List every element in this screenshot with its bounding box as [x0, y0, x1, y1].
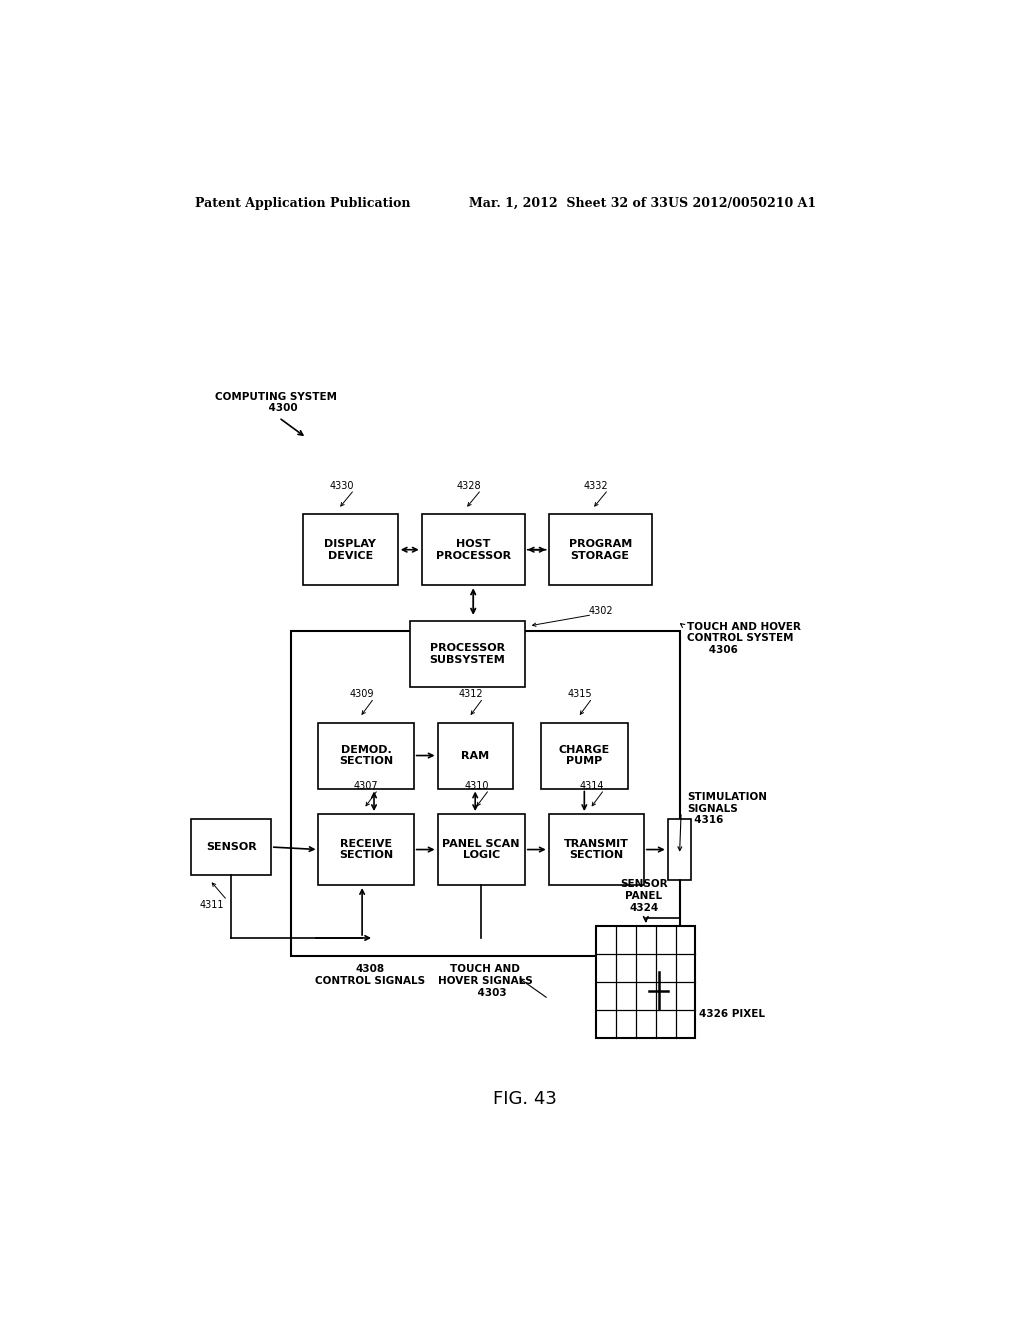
Text: PANEL SCAN
LOGIC: PANEL SCAN LOGIC [442, 838, 520, 861]
Bar [596, 925, 695, 1038]
Bar [303, 515, 397, 585]
Text: Mar. 1, 2012  Sheet 32 of 33: Mar. 1, 2012 Sheet 32 of 33 [469, 197, 668, 210]
Text: 4302: 4302 [588, 606, 613, 615]
Text: 4312: 4312 [459, 689, 483, 700]
Text: 4332: 4332 [584, 480, 608, 491]
Bar [191, 818, 270, 875]
Bar [549, 515, 652, 585]
Text: 4326 PIXEL: 4326 PIXEL [699, 1010, 765, 1019]
Text: HOST
PROCESSOR: HOST PROCESSOR [435, 539, 511, 561]
Text: RECEIVE
SECTION: RECEIVE SECTION [339, 838, 393, 861]
Text: TOUCH AND
HOVER SIGNALS
    4303: TOUCH AND HOVER SIGNALS 4303 [437, 965, 532, 998]
Text: 4314: 4314 [580, 780, 604, 791]
Text: 4308
CONTROL SIGNALS: 4308 CONTROL SIGNALS [315, 965, 425, 986]
Bar [318, 814, 414, 886]
Text: 4330: 4330 [330, 480, 354, 491]
Text: TRANSMIT
SECTION: TRANSMIT SECTION [564, 838, 629, 861]
Bar [410, 620, 525, 686]
Text: DEMOD.
SECTION: DEMOD. SECTION [339, 744, 393, 767]
Text: 4328: 4328 [457, 480, 481, 491]
Bar [318, 722, 414, 788]
Text: STIMULATION
SIGNALS
  4316: STIMULATION SIGNALS 4316 [687, 792, 768, 825]
Text: FIG. 43: FIG. 43 [493, 1089, 557, 1107]
Bar [291, 631, 680, 956]
Text: SENSOR
PANEL
4324: SENSOR PANEL 4324 [620, 879, 668, 912]
Text: Patent Application Publication: Patent Application Publication [196, 197, 411, 210]
Bar [437, 722, 513, 788]
Text: 4311: 4311 [199, 900, 223, 911]
Text: TOUCH AND HOVER
CONTROL SYSTEM
      4306: TOUCH AND HOVER CONTROL SYSTEM 4306 [687, 622, 802, 655]
Text: PROGRAM
STORAGE: PROGRAM STORAGE [568, 539, 632, 561]
Bar [437, 814, 524, 886]
Text: US 2012/0050210 A1: US 2012/0050210 A1 [668, 197, 816, 210]
Text: DISPLAY
DEVICE: DISPLAY DEVICE [325, 539, 376, 561]
Text: 4307: 4307 [353, 780, 379, 791]
Text: PROCESSOR
SUBSYSTEM: PROCESSOR SUBSYSTEM [429, 643, 505, 665]
Bar [422, 515, 524, 585]
Text: 4309: 4309 [350, 689, 375, 700]
Text: CHARGE
PUMP: CHARGE PUMP [559, 744, 610, 767]
Text: RAM: RAM [461, 751, 489, 760]
Text: 4315: 4315 [568, 689, 593, 700]
Text: COMPUTING SYSTEM
    4300: COMPUTING SYSTEM 4300 [215, 392, 337, 413]
Bar [549, 814, 644, 886]
Bar [668, 818, 691, 880]
Text: SENSOR: SENSOR [206, 842, 257, 851]
Text: 4310: 4310 [465, 780, 489, 791]
Bar [541, 722, 628, 788]
